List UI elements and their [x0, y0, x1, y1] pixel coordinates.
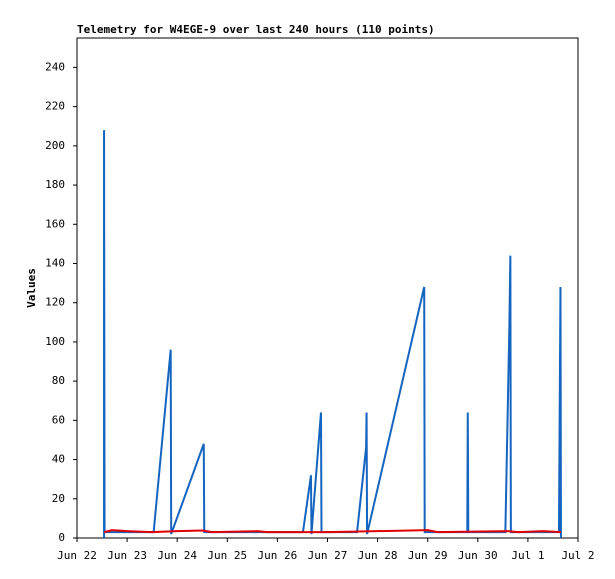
- series-line: [103, 529, 562, 534]
- y-axis-label: Values: [25, 268, 38, 308]
- y-tick-label: 200: [45, 139, 65, 152]
- x-tick-label: Jun 24: [157, 549, 197, 562]
- x-tick-label: Jun 26: [258, 549, 298, 562]
- y-tick-label: 60: [52, 413, 65, 426]
- x-tick-label: Jun 22: [57, 549, 97, 562]
- y-tick-label: 240: [45, 60, 65, 73]
- x-tick-label: Jun 27: [308, 549, 348, 562]
- y-tick-label: 160: [45, 217, 65, 230]
- x-tick-label: Jul 2: [561, 549, 594, 562]
- y-tick-label: 0: [58, 531, 65, 544]
- plot-frame: [76, 37, 579, 539]
- x-tick-label: Jun 23: [107, 549, 147, 562]
- y-tick-label: 140: [45, 256, 65, 269]
- series-line: [103, 130, 562, 539]
- y-tick-label: 20: [52, 492, 65, 505]
- x-tick-label: Jun 25: [207, 549, 247, 562]
- chart-title: Telemetry for W4EGE-9 over last 240 hour…: [77, 23, 435, 36]
- y-tick-label: 180: [45, 178, 65, 191]
- y-tick-label: 120: [45, 296, 65, 309]
- y-tick-label: 220: [45, 100, 65, 113]
- x-tick-label: Jul 1: [511, 549, 544, 562]
- y-tick-label: 80: [52, 374, 65, 387]
- y-tick-label: 100: [45, 335, 65, 348]
- x-tick-label: Jun 29: [408, 549, 448, 562]
- x-tick-label: Jun 28: [358, 549, 398, 562]
- x-tick-label: Jun 30: [458, 549, 498, 562]
- y-tick-label: 40: [52, 453, 65, 466]
